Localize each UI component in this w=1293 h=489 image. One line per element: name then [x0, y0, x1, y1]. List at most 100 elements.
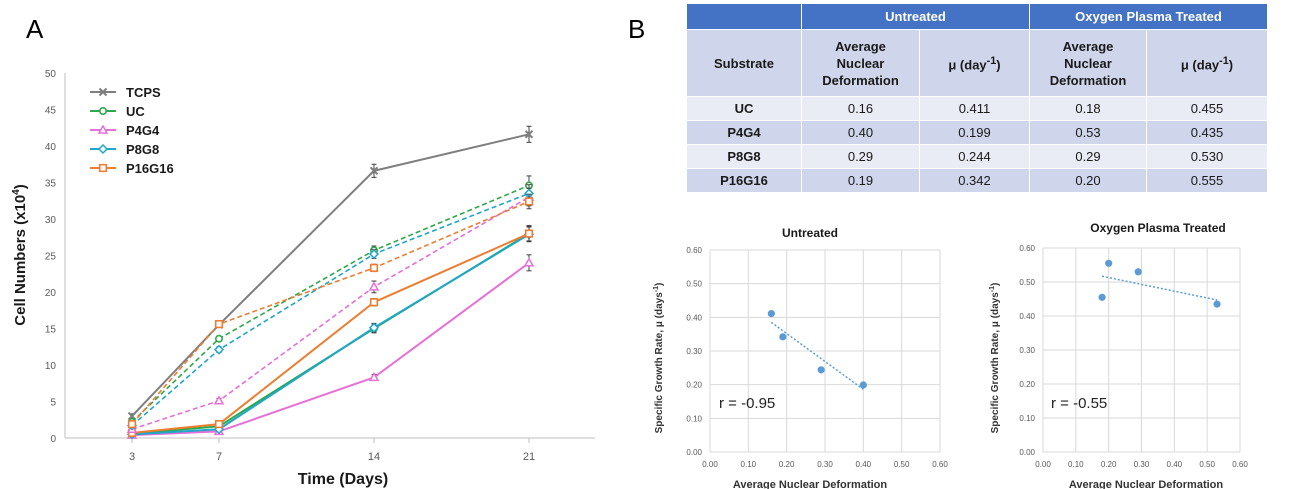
column-header-untreated-rate: μ (day-1): [919, 29, 1030, 97]
data-point-p8g8: [368, 248, 380, 260]
scatter-point: [1213, 300, 1221, 308]
x-tick-label: 0.00: [1035, 460, 1051, 469]
x-tick-label: 0.40: [856, 460, 872, 469]
scatter-point: [779, 333, 787, 341]
scatter-y-title-sup: -1: [653, 286, 660, 292]
y-tick-label: 50: [45, 69, 57, 80]
cell-treated-deformation: 0.18: [1029, 96, 1147, 121]
x-tick-label: 0.20: [1101, 460, 1117, 469]
legend-marker-p8g8: [97, 143, 109, 155]
scatter-gridlines: [1042, 247, 1241, 453]
header-line: Nuclear: [836, 55, 885, 71]
cell-untreated-deformation: 0.19: [801, 168, 920, 193]
cell-treated-deformation: 0.20: [1029, 168, 1147, 193]
x-tick-label: 14: [368, 451, 380, 463]
growth-summary-table: Untreated Oxygen Plasma Treated Substrat…: [686, 3, 1268, 193]
x-tick-label: 0.10: [1068, 460, 1084, 469]
data-point-tcps-stroke: [127, 411, 137, 421]
cell-treated-rate: 0.435: [1146, 120, 1268, 145]
y-axis-title-sup: 4: [11, 189, 22, 195]
y-tick-label: 0.50: [1019, 278, 1035, 287]
header-line: Nuclear: [1064, 55, 1112, 71]
scatter-points: [1098, 259, 1221, 308]
y-tick-label: 10: [45, 361, 57, 372]
y-tick-label: 0.20: [1019, 380, 1035, 389]
header-line: Deformation: [1049, 72, 1127, 88]
correlation-annotation: r = -0.55: [1051, 395, 1107, 412]
data-point-tcps: [127, 411, 137, 421]
legend-marker-p4g4: [97, 124, 109, 134]
cell-treated-deformation: 0.29: [1029, 144, 1147, 169]
group-header-treated: Oxygen Plasma Treated: [1029, 3, 1268, 30]
legend-label-uc: UC: [126, 104, 145, 119]
scatter-y-title: Specific Growth Rate, μ (days-1): [653, 283, 665, 434]
panel-a-label: A: [26, 14, 44, 44]
scatter-gridlines: [709, 249, 941, 453]
data-point-p8g8: [368, 322, 380, 333]
scatter-title: Untreated: [782, 226, 838, 240]
scatter-point: [1105, 259, 1113, 267]
y-tick-label: 0.60: [686, 246, 702, 255]
cell-growth-line-chart: 0 5 10 15 20 25 30 35 40 45 50 3 7 14 21 TCPS UC P4G4 P8G…: [11, 69, 595, 488]
cell-substrate: UC: [686, 96, 802, 121]
series-line-p8g8-solid: [131, 233, 530, 436]
scatter-y-title-sup: -1: [989, 286, 996, 292]
data-point-tcps: [369, 166, 379, 176]
scatter-point: [767, 310, 775, 318]
panel-b-label: B: [628, 14, 646, 44]
cell-untreated-rate: 0.342: [919, 168, 1030, 193]
x-tick-label: 0.10: [741, 460, 757, 469]
scatter-y-title-main: Specific Growth Rate, μ (days: [990, 292, 1001, 434]
legend-label-p16g16: P16G16: [126, 161, 174, 176]
series-line-p4g4-dashed: [131, 196, 530, 431]
y-tick-label: 0.00: [686, 448, 702, 457]
cell-treated-rate: 0.530: [1146, 144, 1268, 169]
legend-label-tcps: TCPS: [126, 85, 161, 100]
legend-label-p8g8: P8G8: [126, 142, 159, 157]
y-tick-label: 0.00: [1019, 448, 1035, 457]
trendline: [1101, 275, 1218, 301]
table-group-header-row: Untreated Oxygen Plasma Treated: [686, 3, 1268, 30]
x-tick-label: 7: [216, 451, 222, 463]
header-line: Average: [1062, 38, 1114, 54]
series-line-p16g16-dashed: [131, 200, 530, 425]
data-point-p16g16: [369, 298, 379, 307]
table-row: P8G8 0.29 0.244 0.29 0.530: [686, 144, 1268, 169]
cell-untreated-rate: 0.411: [919, 96, 1030, 121]
y-tick-label: 0.10: [686, 414, 702, 423]
x-tick-label: 0.60: [932, 460, 948, 469]
y-tick-label: 5: [50, 398, 56, 409]
y-tick-label: 0.40: [1019, 312, 1035, 321]
data-point-p16g16: [214, 420, 224, 429]
header-line: Average: [835, 38, 886, 54]
table-row: P16G16 0.19 0.342 0.20 0.555: [686, 168, 1268, 193]
y-tick-label: 40: [45, 142, 57, 153]
table-row: UC 0.16 0.411 0.18 0.455: [686, 96, 1268, 121]
header-sup: -1: [1219, 54, 1229, 67]
data-point-tcps: [524, 130, 534, 139]
cell-substrate: P4G4: [686, 120, 802, 145]
header-line: Deformation: [822, 72, 899, 88]
data-point-p16g16: [214, 320, 224, 329]
y-tick-label: 0.30: [686, 347, 702, 356]
series-line-uc-dashed: [131, 184, 530, 423]
y-tick-label: 15: [45, 325, 57, 336]
cell-untreated-deformation: 0.40: [801, 120, 920, 145]
table-corner-cell: [686, 3, 802, 30]
data-point-p16g16: [369, 263, 379, 273]
x-tick-label: 0.00: [702, 460, 718, 469]
column-header-substrate: Substrate: [686, 29, 802, 97]
scatter-trendline: [1101, 275, 1218, 301]
y-tick-label: 0.10: [1019, 414, 1035, 423]
y-tick-label: 0.30: [1019, 346, 1035, 355]
series-line-tcps-solid: [131, 133, 530, 417]
x-tick-label: 0.20: [779, 460, 795, 469]
scatter-point: [859, 381, 867, 389]
scatter-y-title-end: ): [990, 283, 1001, 286]
scatter-point: [1098, 293, 1106, 301]
table-row: P4G4 0.40 0.199 0.53 0.435: [686, 120, 1268, 145]
series-line-uc-solid: [131, 232, 530, 435]
x-tick-label: 0.30: [1134, 460, 1150, 469]
y-tick-label: 0.50: [686, 280, 702, 289]
y-axis-title-end: ): [12, 184, 29, 189]
